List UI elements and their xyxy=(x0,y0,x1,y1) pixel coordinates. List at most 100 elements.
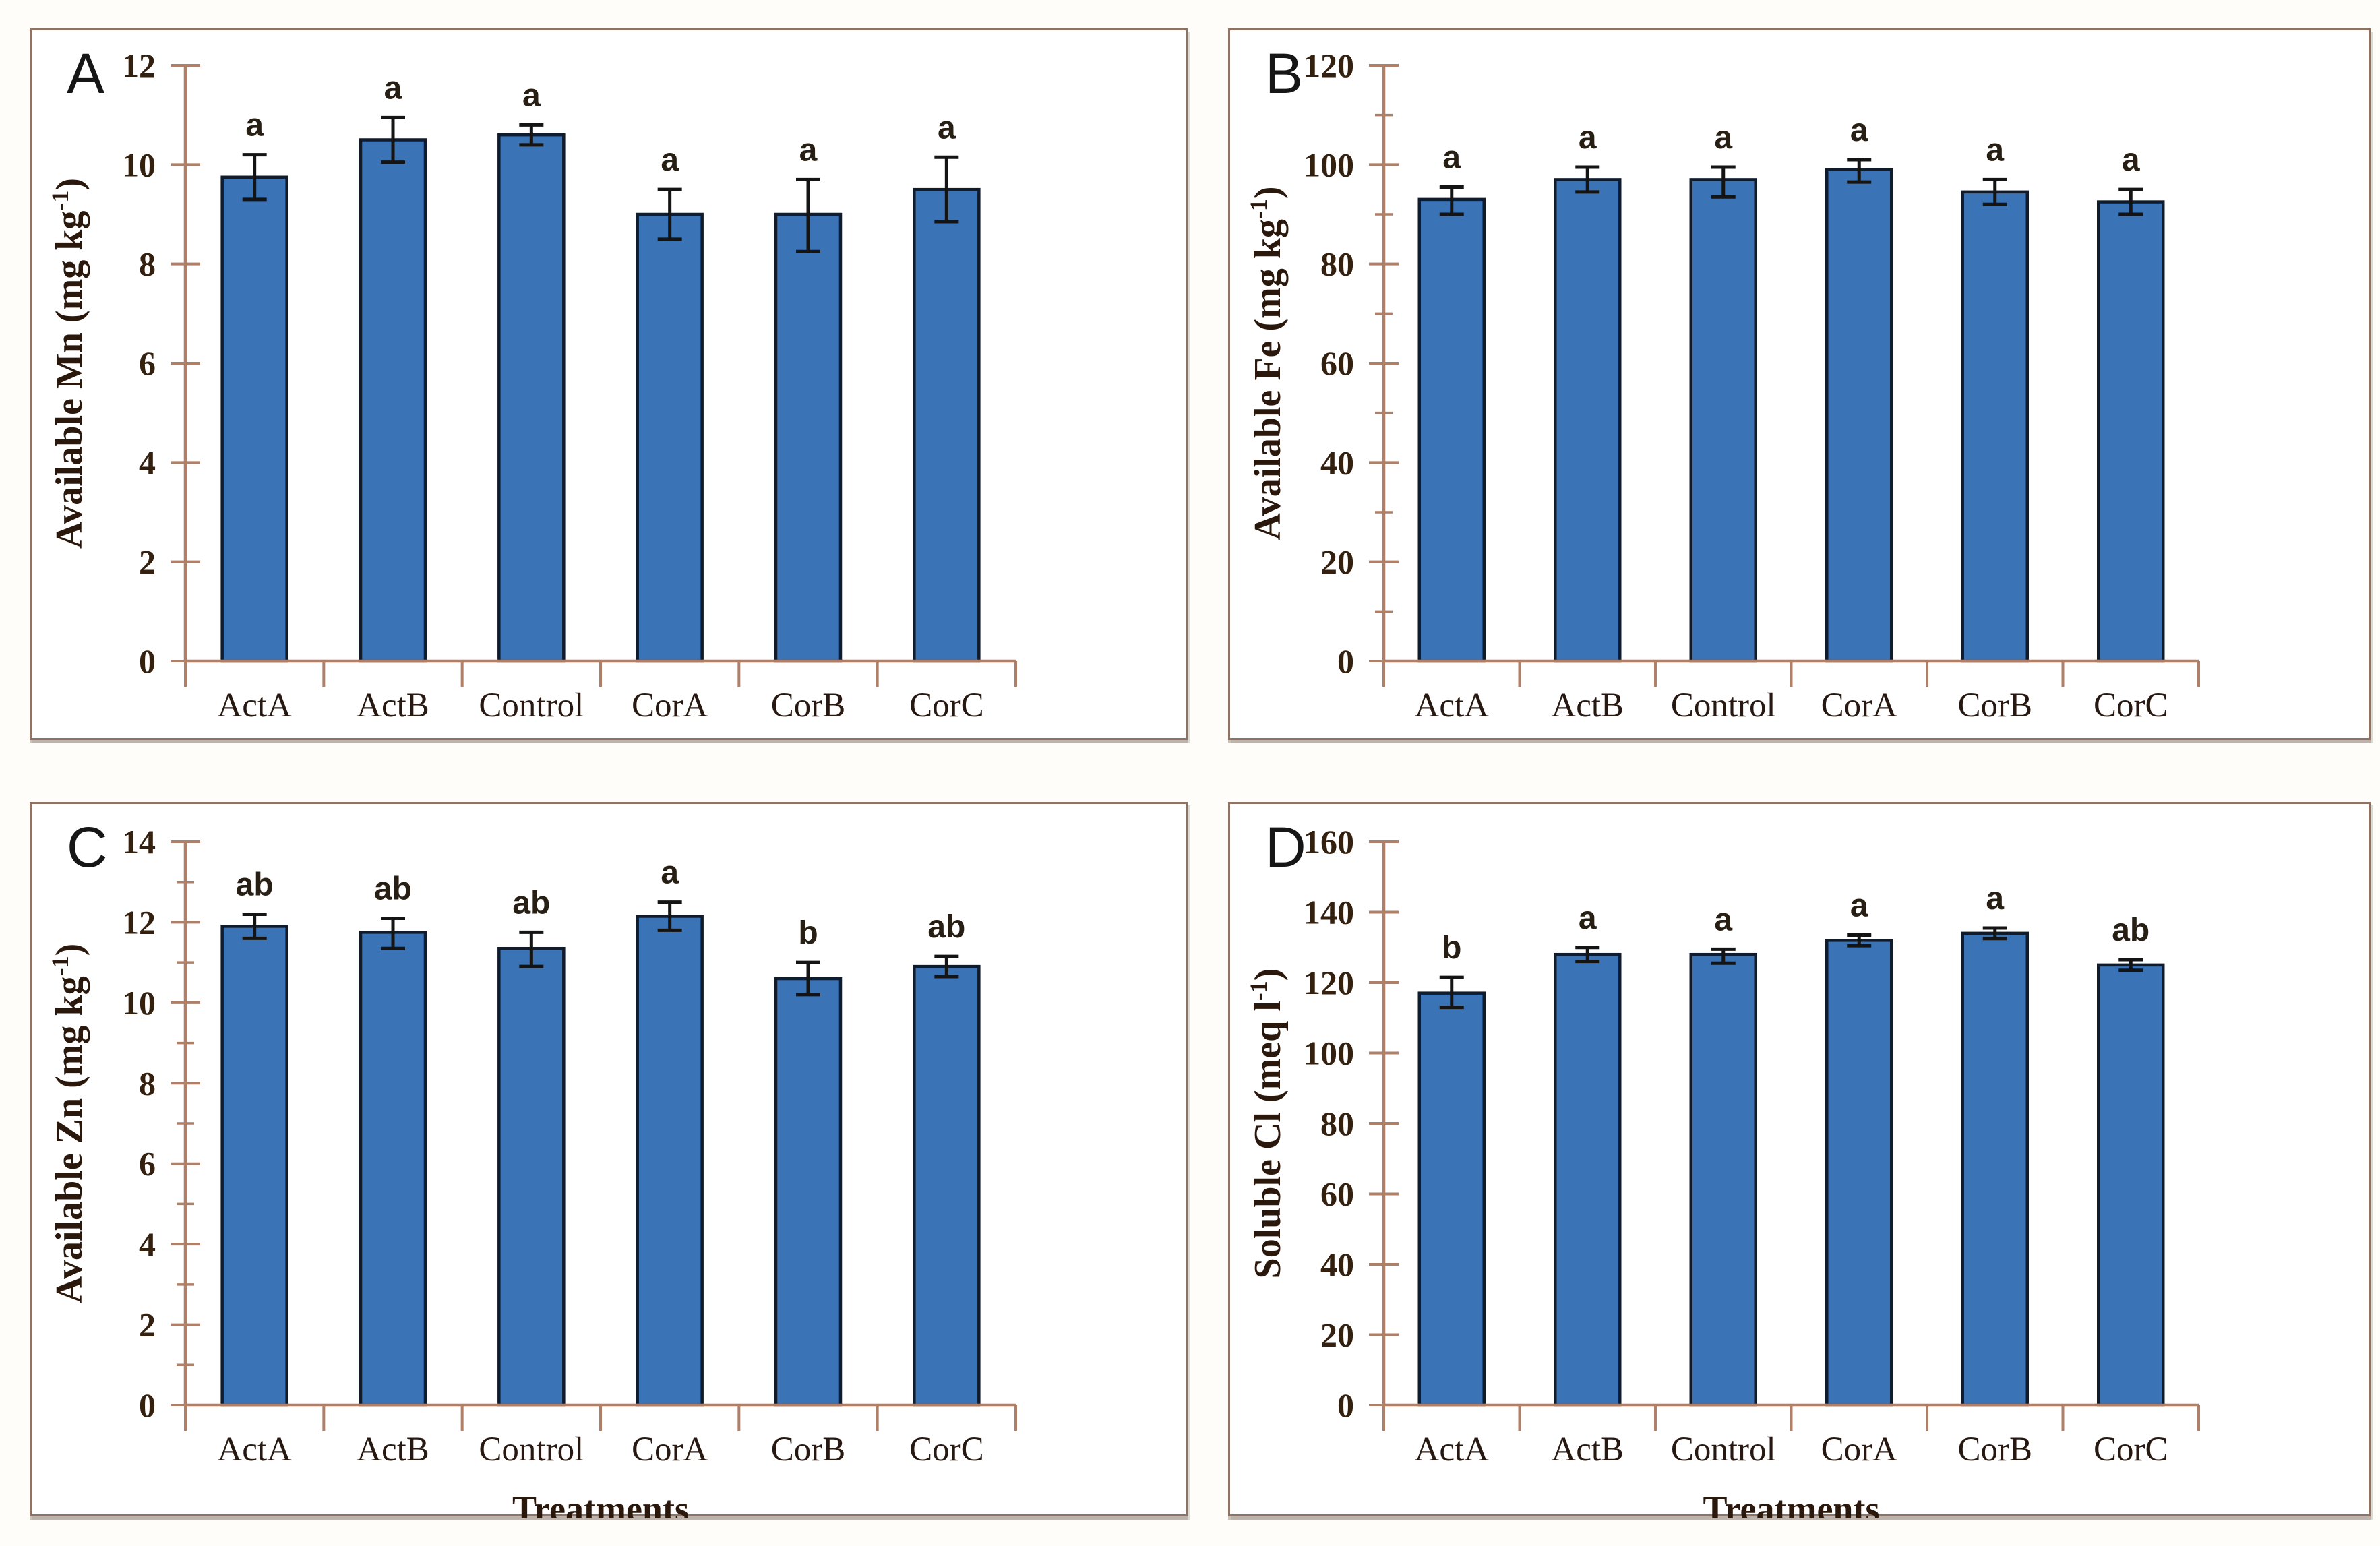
bar-CorA xyxy=(636,915,704,1407)
significance-letter: b xyxy=(798,915,818,951)
bar-ActB xyxy=(359,931,427,1407)
significance-letter: a xyxy=(245,108,264,144)
x-category-label: CorA xyxy=(1821,687,1898,724)
y-tick-label: 120 xyxy=(1304,47,1354,84)
x-category-label: ActB xyxy=(357,1431,429,1468)
x-category-label: ActA xyxy=(1415,1431,1490,1468)
panel-a-available-mn: A 0 2 4 6 8 10 12 a a a a a a ActA ActB Control CorA CorB… xyxy=(30,28,1188,740)
bar-CorB xyxy=(1961,931,2029,1407)
y-tick-label: 2 xyxy=(139,543,156,581)
significance-letter: a xyxy=(1850,888,1868,923)
bar-Control xyxy=(1689,178,1757,663)
y-tick-label: 0 xyxy=(139,642,156,680)
significance-letter: a xyxy=(661,142,679,178)
bar-ActB xyxy=(359,138,427,663)
y-tick-label: 60 xyxy=(1320,344,1354,382)
significance-letter: a xyxy=(1579,900,1597,936)
y-tick-label: 14 xyxy=(122,823,156,861)
x-category-label: ActA xyxy=(217,687,292,724)
bar-chart-available-fe: 0 20 40 60 80 100 120 a a a a a a ActA ActB Control CorA… xyxy=(1245,47,2200,724)
x-category-label: CorB xyxy=(1957,687,2032,724)
significance-letter: a xyxy=(1986,881,2004,917)
significance-letter: a xyxy=(2122,142,2140,178)
x-category-label: ActB xyxy=(357,687,429,724)
panel-letter-a: A xyxy=(67,42,105,105)
bar-CorC xyxy=(2097,963,2165,1407)
bar-ActA xyxy=(220,925,288,1407)
y-tick-label: 60 xyxy=(1320,1175,1354,1213)
y-tick-label: 2 xyxy=(139,1306,156,1344)
panel-letter-d: D xyxy=(1265,815,1306,879)
x-category-label: CorC xyxy=(2094,687,2168,724)
y-tick-label: 100 xyxy=(1304,146,1354,183)
x-category-label: CorC xyxy=(909,1431,984,1468)
bar-Control xyxy=(1689,952,1757,1407)
x-axis-title: Treatments xyxy=(1703,1489,1880,1518)
x-axis-title: Treatments xyxy=(512,1489,689,1518)
y-axis-title: Available Zn (mg kg-1) xyxy=(47,944,90,1304)
significance-letter: a xyxy=(938,110,956,146)
y-tick-label: 12 xyxy=(122,903,156,941)
bar-CorC xyxy=(2097,200,2165,663)
y-tick-label: 40 xyxy=(1320,1245,1354,1283)
bar-Control xyxy=(497,946,566,1407)
y-axis-title: Available Fe (mg kg-1) xyxy=(1245,186,1289,540)
y-tick-label: 20 xyxy=(1320,543,1354,581)
bar-ActA xyxy=(1417,991,1486,1407)
bar-chart-available-mn: 0 2 4 6 8 10 12 a a a a a a ActA ActB Control CorA CorB Co… xyxy=(47,47,1017,724)
x-category-label: CorC xyxy=(2094,1431,2168,1468)
bar-CorA xyxy=(1825,168,1893,663)
x-category-label: ActB xyxy=(1551,687,1624,724)
significance-letter: a xyxy=(1986,132,2004,168)
bar-CorB xyxy=(1961,190,2029,663)
y-tick-label: 10 xyxy=(122,146,156,183)
panel-b-available-fe: B 0 20 40 60 80 100 120 a a a a a a ActA ActB Control Co… xyxy=(1228,28,2371,740)
y-tick-label: 4 xyxy=(139,1225,156,1263)
panel-letter-b: B xyxy=(1265,42,1304,105)
significance-letter: a xyxy=(1579,120,1597,156)
x-category-label: CorA xyxy=(632,687,708,724)
y-tick-label: 40 xyxy=(1320,443,1354,481)
bar-Control xyxy=(497,133,566,663)
y-tick-label: 6 xyxy=(139,1145,156,1183)
bar-CorA xyxy=(636,212,704,663)
x-category-label: CorB xyxy=(771,1431,846,1468)
bar-ActA xyxy=(1417,197,1486,663)
significance-letter: ab xyxy=(236,867,274,902)
y-tick-label: 12 xyxy=(122,47,156,84)
bar-ActB xyxy=(1554,178,1622,663)
y-tick-label: 20 xyxy=(1320,1316,1354,1354)
x-category-label: CorB xyxy=(1957,1431,2032,1468)
y-tick-label: 100 xyxy=(1304,1034,1354,1072)
significance-letter: ab xyxy=(927,909,965,945)
bar-CorB xyxy=(774,977,843,1407)
x-category-label: ActA xyxy=(217,1431,292,1468)
y-tick-label: 8 xyxy=(139,245,156,283)
y-tick-label: 6 xyxy=(139,344,156,382)
significance-letter: ab xyxy=(2112,913,2149,948)
x-category-label: CorA xyxy=(1821,1431,1898,1468)
significance-letter: a xyxy=(799,132,818,168)
x-category-label: Control xyxy=(1671,1431,1776,1468)
y-axis-title: Available Mn (mg kg-1) xyxy=(47,178,90,549)
panel-d-soluble-cl: D 0 20 40 60 80 100 120 140 160 b a a a a ab ActA ActB Co… xyxy=(1228,802,2371,1518)
y-tick-label: 10 xyxy=(122,984,156,1022)
y-tick-label: 80 xyxy=(1320,1105,1354,1142)
significance-letter: a xyxy=(522,78,541,113)
significance-letter: a xyxy=(1442,140,1461,175)
bar-ActA xyxy=(220,175,288,663)
significance-letter: a xyxy=(661,855,679,891)
bar-CorB xyxy=(774,212,843,663)
y-tick-label: 160 xyxy=(1304,823,1354,861)
significance-letter: a xyxy=(1714,902,1732,937)
y-tick-label: 0 xyxy=(1337,1386,1354,1424)
x-category-label: ActB xyxy=(1551,1431,1624,1468)
x-category-label: Control xyxy=(1671,687,1776,724)
x-category-label: CorA xyxy=(632,1431,708,1468)
significance-letter: a xyxy=(1714,120,1732,156)
x-category-label: ActA xyxy=(1415,687,1490,724)
bar-CorC xyxy=(913,964,981,1407)
x-category-label: CorC xyxy=(909,687,984,724)
